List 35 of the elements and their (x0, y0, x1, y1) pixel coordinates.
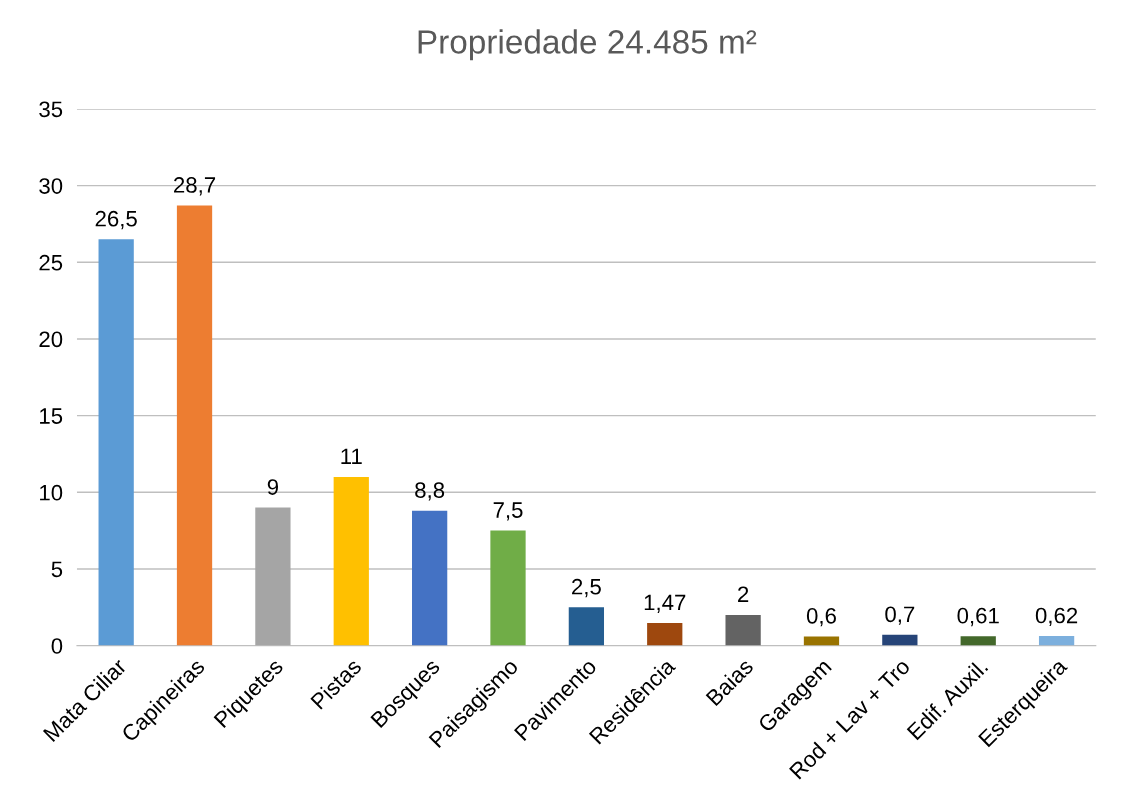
bar (803, 636, 840, 646)
bar (647, 623, 683, 646)
y-tick-label: 30 (39, 178, 63, 194)
data-label: 2 (738, 586, 749, 602)
bar (333, 476, 369, 646)
data-label: 26,5 (95, 210, 137, 230)
bar (568, 607, 605, 646)
data-label: 0,62 (1035, 607, 1078, 626)
bar (255, 507, 291, 646)
data-label: 0,7 (885, 606, 915, 625)
bar (98, 239, 134, 646)
y-tick-label: 35 (39, 101, 63, 118)
chart-title: Propriedade 24.485 m² (418, 29, 757, 61)
bar (725, 614, 761, 646)
y-tick-label: 0 (51, 638, 63, 654)
bar (490, 530, 526, 646)
bar (1038, 636, 1075, 646)
data-label: 28,7 (174, 177, 216, 196)
data-label: 7,5 (493, 502, 523, 521)
data-label: 11 (341, 448, 362, 464)
bar (882, 634, 918, 646)
bar (412, 510, 448, 646)
data-label: 0,61 (957, 607, 999, 627)
y-tick-label: 5 (51, 561, 63, 578)
bar (960, 636, 996, 646)
data-label: 1,47 (644, 594, 686, 613)
bar (176, 205, 213, 646)
data-label: 0,6 (806, 607, 836, 627)
y-tick-label: 25 (39, 254, 63, 271)
data-label: 8,8 (415, 482, 445, 501)
data-label: 9 (267, 479, 279, 495)
y-tick-label: 10 (40, 484, 63, 501)
data-label: 2,5 (572, 578, 601, 598)
y-tick-label: 20 (39, 331, 63, 348)
y-tick-label: 15 (40, 408, 63, 424)
